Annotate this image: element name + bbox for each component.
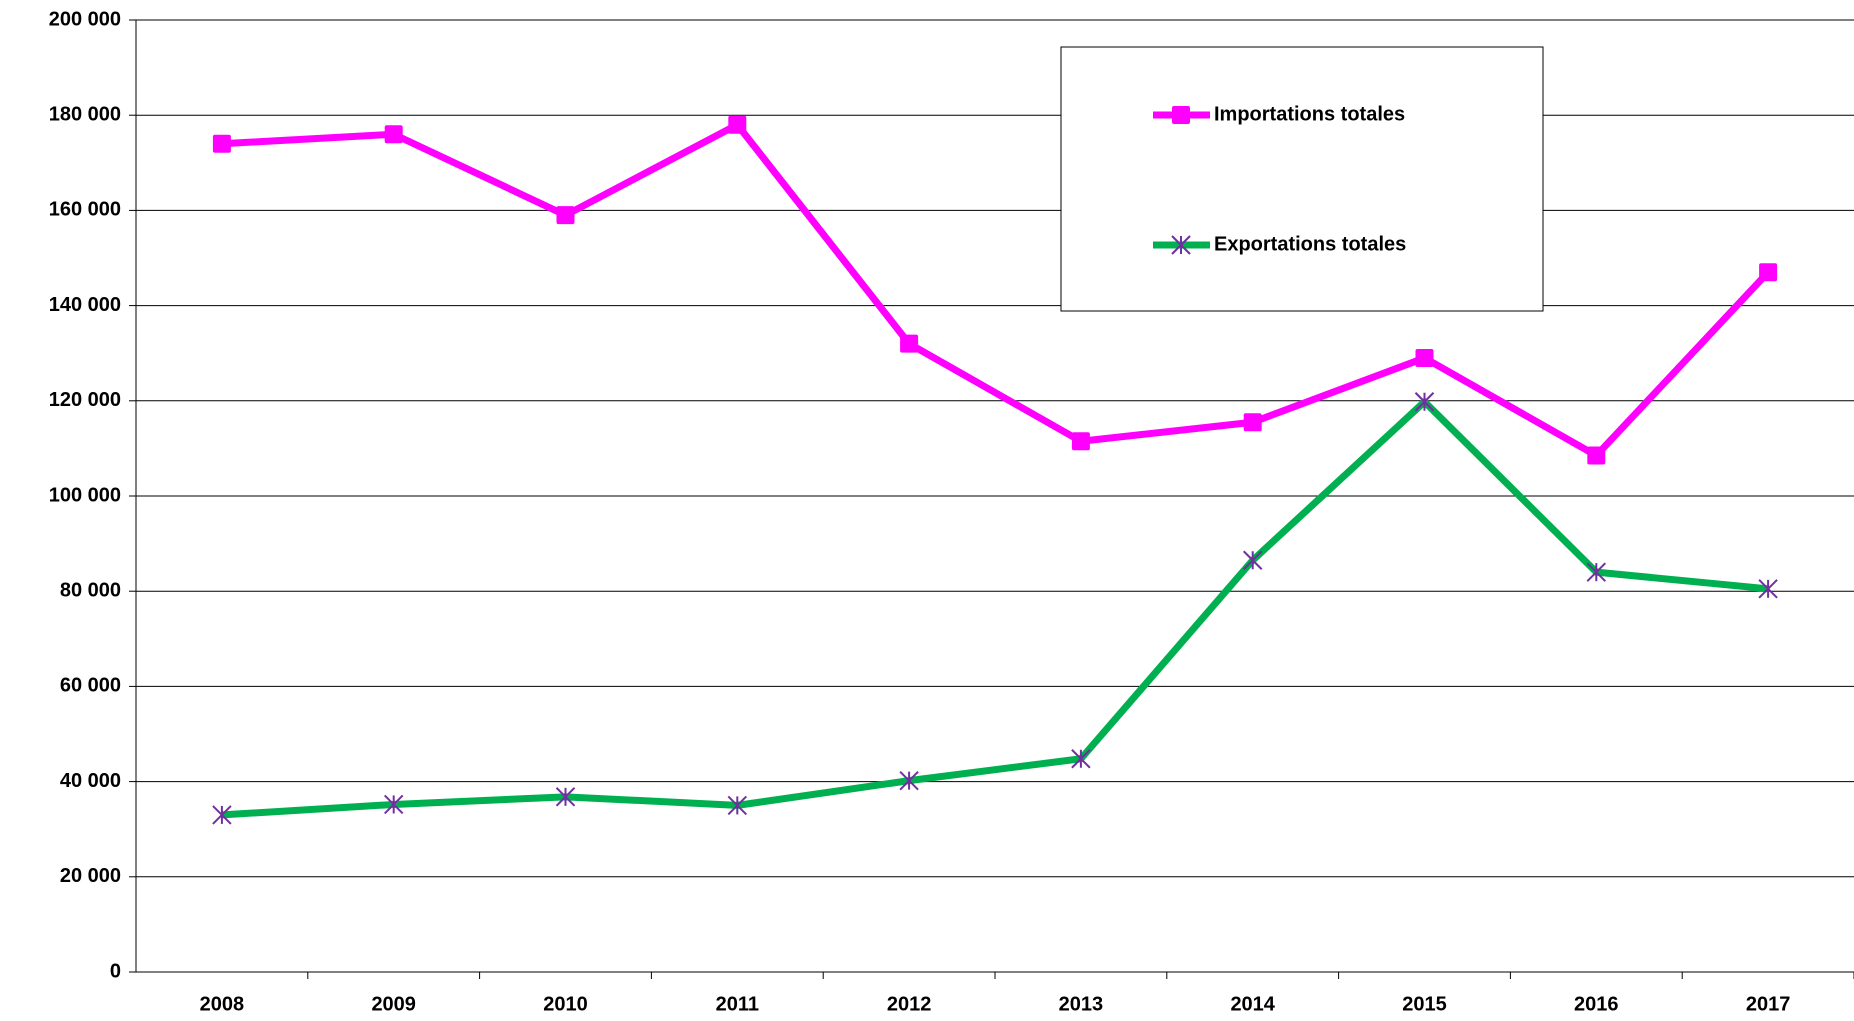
legend-marker <box>1171 235 1191 255</box>
marker <box>384 125 403 144</box>
y-tick-label: 20 000 <box>60 865 121 887</box>
y-tick-label: 200 000 <box>49 8 121 30</box>
marker <box>727 795 748 816</box>
y-tick-label: 100 000 <box>49 484 121 506</box>
marker <box>212 805 232 825</box>
x-tick-label: 2013 <box>1059 993 1104 1015</box>
x-tick-label: 2014 <box>1230 993 1275 1015</box>
marker <box>212 134 231 153</box>
y-tick-label: 140 000 <box>49 294 121 316</box>
y-tick-label: 160 000 <box>49 199 121 221</box>
legend-box <box>1060 46 1544 312</box>
marker <box>1587 446 1606 465</box>
marker <box>899 770 919 791</box>
series-line <box>221 121 1771 460</box>
x-tick-label: 2009 <box>371 993 416 1015</box>
y-tick-label: 120 000 <box>49 389 121 411</box>
y-tick-label: 180 000 <box>49 103 121 125</box>
marker <box>1071 749 1091 769</box>
marker <box>556 206 575 225</box>
x-tick-label: 2016 <box>1574 993 1619 1015</box>
x-tick-label: 2011 <box>716 993 759 1015</box>
legend-marker <box>1172 106 1190 124</box>
x-tick-label: 2017 <box>1746 993 1791 1015</box>
marker <box>1414 392 1435 412</box>
marker <box>900 334 919 353</box>
legend-label: Exportations totales <box>1214 233 1406 255</box>
y-tick-label: 0 <box>110 960 121 982</box>
series-line <box>221 398 1769 819</box>
x-tick-label: 2008 <box>200 993 245 1015</box>
x-tick-label: 2015 <box>1402 993 1447 1015</box>
marker <box>555 787 576 807</box>
marker <box>383 794 404 815</box>
marker <box>1243 413 1262 432</box>
x-tick-label: 2012 <box>887 993 932 1015</box>
marker <box>728 115 747 134</box>
marker <box>1071 432 1090 451</box>
y-tick-label: 40 000 <box>60 770 121 792</box>
x-tick-label: 2010 <box>543 993 588 1015</box>
marker <box>1586 562 1607 582</box>
y-tick-label: 80 000 <box>60 579 121 601</box>
y-tick-label: 60 000 <box>60 675 121 697</box>
legend-label: Importations totales <box>1214 103 1405 125</box>
marker <box>1758 579 1778 599</box>
marker <box>1759 263 1778 282</box>
marker <box>1415 348 1434 367</box>
marker <box>1242 550 1263 570</box>
